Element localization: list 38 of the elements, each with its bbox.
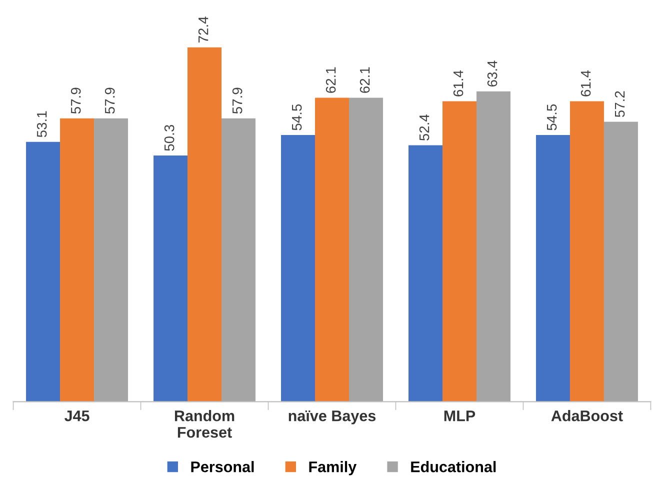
bar bbox=[604, 122, 638, 402]
legend-label: Family bbox=[309, 461, 357, 476]
x-tick-label: J45 bbox=[64, 410, 90, 422]
data-label: 62.1 bbox=[360, 67, 370, 93]
bar bbox=[476, 91, 510, 402]
data-label: 57.9 bbox=[104, 88, 115, 114]
data-label: 52.4 bbox=[419, 114, 430, 141]
x-tick-label: AdaBoost bbox=[551, 410, 623, 422]
data-label: 63.4 bbox=[487, 60, 498, 87]
bar bbox=[442, 101, 476, 402]
x-tick-label: Random Foreset bbox=[174, 410, 234, 438]
bar bbox=[349, 98, 383, 402]
bar bbox=[60, 118, 94, 402]
bar bbox=[315, 98, 349, 402]
data-label: 53.1 bbox=[36, 111, 47, 138]
bar bbox=[281, 134, 315, 402]
bar bbox=[26, 142, 60, 402]
legend-label: Personal bbox=[191, 461, 254, 472]
data-label: 62.1 bbox=[326, 67, 336, 93]
bar bbox=[408, 145, 442, 402]
data-label: 61.4 bbox=[580, 70, 591, 96]
data-label: 57.2 bbox=[614, 91, 625, 118]
bar bbox=[570, 101, 604, 402]
x-tick-label: MLP bbox=[444, 410, 476, 422]
bar bbox=[94, 118, 128, 402]
x-tick-label: naïve Bayes bbox=[288, 410, 376, 424]
data-label: 61.4 bbox=[453, 70, 464, 96]
bar bbox=[536, 134, 570, 402]
legend-label: Educational bbox=[411, 461, 496, 472]
data-label: 72.4 bbox=[198, 16, 208, 42]
bar bbox=[222, 118, 256, 402]
bar bbox=[154, 156, 188, 402]
bar bbox=[188, 47, 222, 402]
data-label: 57.9 bbox=[232, 88, 242, 114]
data-label: 57.9 bbox=[70, 88, 81, 114]
data-label: 50.3 bbox=[164, 124, 174, 151]
data-label: 54.5 bbox=[547, 104, 557, 130]
data-label: 54.5 bbox=[292, 104, 302, 130]
